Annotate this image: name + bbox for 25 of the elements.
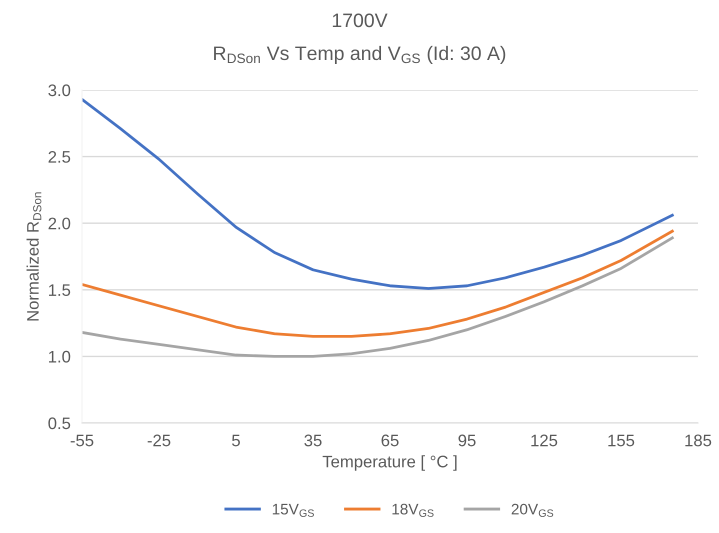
legend-label: 20V$_{GS}$: [512, 504, 554, 517]
legend-label: 15V$_{GS}$: [272, 504, 314, 517]
x-tick-label: -55: [70, 434, 94, 446]
x-tick-label: 185: [685, 434, 712, 446]
y-tick-label: 3.0: [48, 84, 70, 96]
y-tick-label: 0.5: [48, 417, 70, 430]
y-tick-label: 1.0: [48, 350, 70, 363]
x-tick-label: 35: [304, 434, 322, 446]
x-axis-title: Temperature [ °C ]: [322, 455, 457, 471]
y-axis-title: Normalized R$_{DSon}$: [26, 192, 42, 321]
chart-title: 1700V: [332, 13, 388, 28]
x-tick-label: -25: [148, 434, 170, 446]
x-tick-label: 65: [382, 434, 399, 446]
x-tick-label: 125: [531, 434, 558, 446]
line-series: [82, 230, 674, 338]
x-tick-label: 155: [608, 434, 634, 446]
y-tick-label: 2.0: [48, 218, 70, 230]
legend-label: 18V$_{GS}$: [392, 504, 434, 517]
line-series: [82, 98, 674, 290]
x-tick-label: 95: [458, 434, 476, 446]
line-series: [82, 236, 674, 358]
x-tick-label: 5: [232, 434, 240, 446]
y-tick-label: 1.5: [48, 284, 70, 296]
chart-subtitle: R$_{DSon}$ Vs Temp and V$_{GS}$ (Id: 30 A): [214, 46, 506, 64]
y-tick-label: 2.5: [48, 151, 70, 163]
